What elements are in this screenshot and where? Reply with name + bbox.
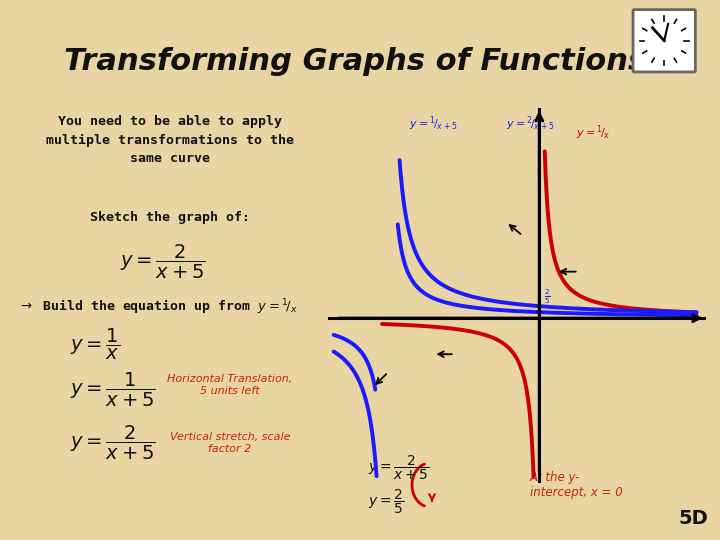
Text: $y = \dfrac{2}{5}$: $y = \dfrac{2}{5}$ [368, 488, 405, 516]
Text: $y = \dfrac{2}{x+5}$: $y = \dfrac{2}{x+5}$ [368, 454, 430, 482]
Text: Horizontal Translation,
5 units left: Horizontal Translation, 5 units left [167, 374, 292, 396]
Text: $y = \dfrac{2}{x+5}$: $y = \dfrac{2}{x+5}$ [70, 424, 156, 462]
Text: $\rightarrow$ Build the equation up from $y = {}^{1}\!/_{x}$: $\rightarrow$ Build the equation up from… [18, 297, 298, 317]
Text: Transforming Graphs of Functions: Transforming Graphs of Functions [64, 48, 646, 77]
FancyBboxPatch shape [633, 10, 696, 72]
Text: $y = \dfrac{2}{x+5}$: $y = \dfrac{2}{x+5}$ [120, 243, 206, 281]
Text: $y = \dfrac{1}{x+5}$: $y = \dfrac{1}{x+5}$ [70, 371, 156, 409]
Text: $y = {}^{1}\!/_{x+5}$: $y = {}^{1}\!/_{x+5}$ [409, 114, 458, 133]
Text: $\frac{2}{5}$: $\frac{2}{5}$ [544, 288, 550, 306]
Text: $y = \dfrac{1}{x}$: $y = \dfrac{1}{x}$ [70, 327, 120, 362]
Text: $y = {}^{2}\!/_{x+5}$: $y = {}^{2}\!/_{x+5}$ [506, 114, 554, 133]
Text: Sketch the graph of:: Sketch the graph of: [90, 212, 250, 225]
Text: You need to be able to apply
multiple transformations to the
same curve: You need to be able to apply multiple tr… [46, 116, 294, 165]
Text: $y = {}^{1}\!/_{x}$: $y = {}^{1}\!/_{x}$ [577, 123, 611, 141]
Text: Vertical stretch, scale
factor 2: Vertical stretch, scale factor 2 [170, 432, 290, 454]
Text: 5D: 5D [678, 509, 708, 528]
Text: At the y-
intercept, x = 0: At the y- intercept, x = 0 [530, 471, 623, 499]
